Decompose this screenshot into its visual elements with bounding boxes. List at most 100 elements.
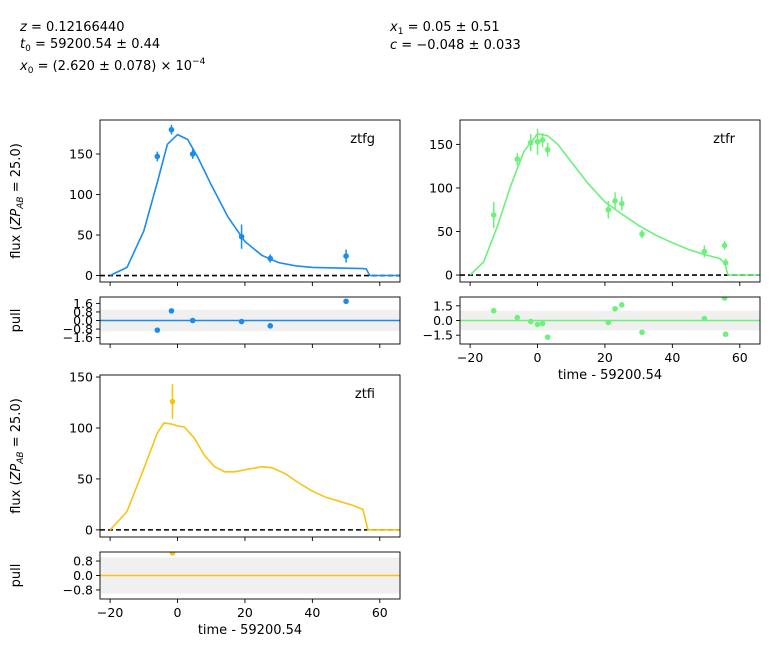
param-t0: t0 = 59200.54 ± 0.44 (20, 37, 160, 54)
y-tick-label: 100 (69, 420, 93, 435)
band-label: ztfg (350, 132, 375, 147)
y-tick-label: 0.8 (73, 304, 93, 319)
pull-point (154, 327, 161, 333)
pull-point (605, 319, 612, 326)
pull-point (267, 323, 274, 329)
y-tick-label: 0 (85, 268, 93, 283)
data-point (701, 248, 708, 255)
panel-ztfi-flux: ztfi 0 50 100 150 flux (ZPAB = 25.0) (9, 370, 401, 541)
y-tick-label: 100 (69, 187, 93, 202)
x-tick-label: 40 (664, 350, 680, 365)
y-axis-label: pull (9, 564, 24, 588)
pull-point (722, 331, 729, 338)
data-point (605, 206, 612, 213)
data-point (267, 255, 274, 262)
y-tick-label: −0.8 (63, 582, 93, 597)
data-point (544, 146, 551, 153)
model-curve-ztfi (109, 422, 400, 531)
pull-point (527, 318, 534, 325)
pull-point (238, 318, 245, 325)
y-tick-label: 1.5 (433, 298, 453, 313)
axes-frame (99, 119, 401, 283)
model-curve-ztfg (109, 133, 400, 277)
pull-point (168, 308, 175, 314)
y-axis-label: flux (ZPAB = 25.0) (9, 398, 26, 514)
pull-point (618, 302, 625, 308)
y-tick-label: 1.6 (73, 296, 93, 311)
pull-point (721, 297, 728, 301)
data-point (527, 139, 534, 146)
param-c: c = −0.048 ± 0.033 (390, 38, 521, 53)
x-tick-label: 20 (597, 350, 613, 365)
x-tick-label: 0 (534, 350, 542, 365)
data-point (154, 153, 161, 160)
panel-ztfg-flux: ztfg 0 50 100 150 flux (ZPAB = 25.0) (9, 119, 401, 286)
y-tick-label: 50 (437, 224, 453, 239)
pull-point (534, 321, 541, 328)
panel-ztfr-flux: ztfr 0 50 100 150 (429, 119, 761, 286)
data-point (721, 242, 728, 249)
x-tick-label: 60 (732, 350, 748, 365)
band-label: ztfr (713, 132, 735, 147)
pull-point (169, 552, 176, 556)
y-axis-label: pull (9, 309, 24, 333)
data-point (722, 260, 729, 266)
pull-point (189, 317, 196, 324)
band-label: ztfi (355, 387, 375, 402)
data-point (490, 212, 497, 218)
data-point (238, 233, 245, 240)
model-curve-ztfr (469, 133, 760, 276)
x-tick-label: 60 (372, 605, 388, 620)
param-x1: x1 = 0.05 ± 0.51 (389, 20, 500, 37)
pull-point (343, 298, 349, 305)
pull-point (544, 334, 551, 340)
y-tick-label: 0.8 (73, 554, 93, 569)
y-tick-label: −1.6 (63, 330, 93, 345)
x-tick-label: 40 (304, 605, 320, 620)
axes-frame (99, 374, 401, 538)
param-z: z = 0.12166440 (19, 20, 125, 35)
y-tick-label: 100 (429, 180, 453, 195)
panel-ztfg-pull: −1.6−0.80.00.81.6 pull (9, 296, 401, 348)
x-axis-label: time - 59200.54 (198, 623, 302, 638)
x-tick-label: −20 (97, 605, 123, 620)
data-point (534, 138, 541, 145)
panel-ztfr-pull: −1.50.01.5 −20 0 20 40 60 time - 59200.54 (423, 296, 761, 383)
x-tick-label: 20 (237, 605, 253, 620)
data-point (639, 231, 645, 237)
y-tick-label: 150 (69, 370, 93, 385)
pull-point (539, 320, 546, 327)
y-tick-label: −1.5 (423, 328, 453, 343)
data-point (514, 156, 521, 162)
y-tick-label: 150 (429, 137, 453, 152)
y-tick-label: 0.0 (433, 313, 453, 328)
axes-frame (459, 119, 761, 283)
y-tick-label: 0 (445, 268, 453, 283)
y-tick-label: 0 (85, 522, 93, 537)
y-tick-label: −0.8 (63, 322, 93, 337)
x-axis-label: time - 59200.54 (558, 368, 662, 383)
data-point (169, 398, 176, 405)
pull-point (490, 307, 497, 314)
y-tick-label: 50 (77, 471, 93, 486)
pull-point (639, 329, 645, 336)
y-tick-label: 150 (69, 147, 93, 162)
pull-point (514, 314, 521, 321)
param-x0: x0 = (2.620 ± 0.078) × 10−4 (19, 57, 206, 76)
data-point (343, 253, 349, 259)
pull-point (701, 315, 708, 322)
data-point (189, 151, 196, 157)
y-axis-label: flux (ZPAB = 25.0) (9, 143, 26, 259)
x-tick-label: −20 (457, 350, 483, 365)
y-tick-label: 0.0 (73, 313, 93, 328)
y-tick-label: 0.0 (73, 568, 93, 583)
data-point (618, 200, 625, 207)
data-point (612, 198, 618, 204)
y-tick-label: 50 (77, 228, 93, 243)
pull-point (612, 305, 618, 312)
panel-ztfi-pull: −0.80.00.8 −20 0 20 40 60 time - 59200.54 pull (9, 551, 401, 638)
x-tick-label: 0 (174, 605, 182, 620)
fit-parameters: z = 0.12166440 t0 = 59200.54 ± 0.44 x0 =… (19, 20, 521, 76)
data-point (539, 137, 546, 143)
